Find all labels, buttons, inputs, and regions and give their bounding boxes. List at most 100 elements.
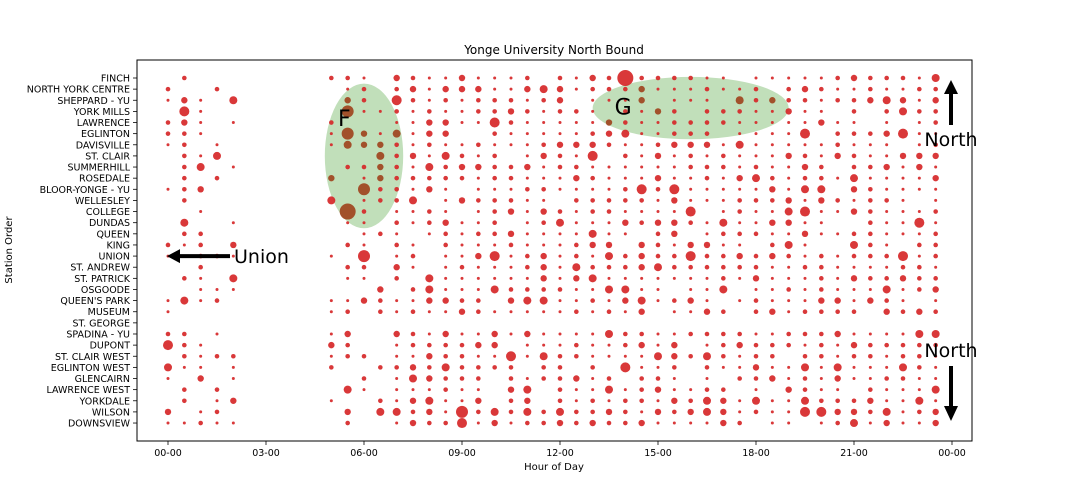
data-point [492, 175, 497, 181]
data-point [836, 232, 840, 236]
data-point [574, 109, 579, 114]
data-point [736, 252, 743, 260]
data-point [590, 198, 595, 203]
data-point [917, 342, 922, 348]
data-point [574, 309, 579, 315]
data-point [492, 153, 497, 159]
data-point [345, 75, 350, 81]
data-point [476, 97, 481, 103]
data-point [441, 151, 450, 160]
data-point [460, 121, 464, 125]
data-point [672, 165, 676, 169]
data-point [541, 187, 546, 192]
data-point [623, 153, 628, 159]
data-point [607, 98, 611, 102]
data-point [476, 231, 481, 237]
data-point [787, 399, 791, 403]
y-tick-label: SPADINA - YU [66, 329, 130, 340]
data-point [607, 221, 611, 225]
data-point [885, 176, 889, 180]
y-tick-label: QUEEN [96, 229, 130, 240]
data-point [525, 198, 529, 202]
data-point [339, 203, 356, 220]
data-point [475, 163, 482, 171]
data-point [199, 210, 203, 214]
data-point [229, 274, 238, 283]
data-point [476, 265, 480, 269]
data-point [343, 140, 352, 149]
data-point [885, 399, 889, 403]
data-point [540, 152, 547, 160]
data-point [214, 353, 220, 359]
y-tick-label: DOWNSVIEW [68, 419, 131, 430]
data-point [589, 419, 596, 427]
data-point [459, 153, 465, 159]
data-point [605, 119, 613, 126]
data-point [884, 298, 889, 303]
data-point [574, 187, 578, 191]
data-point [704, 109, 710, 114]
data-point [457, 418, 467, 429]
data-point [705, 187, 709, 191]
data-point [721, 353, 726, 359]
data-point [917, 121, 921, 125]
data-point [818, 197, 825, 204]
data-point [736, 341, 743, 349]
data-point [623, 120, 628, 125]
data-point [607, 176, 611, 180]
data-point [705, 276, 709, 280]
data-point [590, 209, 595, 214]
data-point [836, 276, 840, 280]
data-point [409, 397, 417, 404]
data-point [917, 176, 921, 180]
data-point [819, 154, 823, 158]
data-point [180, 296, 189, 305]
data-point [590, 175, 595, 181]
data-point [769, 97, 776, 104]
data-point [737, 231, 742, 237]
data-point [817, 185, 826, 194]
data-point [786, 342, 791, 348]
data-point [166, 143, 170, 147]
data-point [508, 409, 514, 415]
data-point [329, 299, 333, 303]
data-point [525, 354, 529, 358]
data-point [738, 354, 742, 358]
data-point [802, 264, 808, 270]
data-point [769, 252, 776, 260]
data-point [425, 285, 434, 294]
data-point [901, 232, 905, 236]
data-point [574, 76, 578, 80]
data-point [427, 388, 431, 392]
data-point [541, 97, 546, 103]
data-point [573, 275, 580, 282]
data-point [607, 354, 611, 358]
data-point [395, 210, 399, 214]
data-point [540, 252, 547, 260]
data-point [785, 197, 792, 204]
data-point [836, 388, 840, 392]
data-point [427, 220, 432, 225]
y-tick-label: QUEEN'S PARK [60, 296, 130, 307]
data-point [801, 230, 809, 238]
data-point [557, 353, 563, 359]
data-point [165, 86, 171, 92]
data-point [915, 396, 924, 405]
data-point [539, 85, 548, 94]
data-point [834, 297, 841, 304]
data-point [672, 409, 677, 415]
data-point [443, 97, 448, 103]
data-point [819, 264, 824, 270]
data-point [409, 152, 417, 160]
data-point [182, 276, 187, 281]
data-point [754, 287, 758, 291]
data-point [427, 142, 432, 148]
data-point [394, 365, 399, 370]
data-point [588, 274, 597, 283]
data-point [640, 165, 644, 169]
data-point [638, 264, 645, 271]
data-point [165, 331, 171, 337]
data-point [410, 331, 416, 337]
data-point [426, 119, 433, 126]
data-point [476, 332, 480, 336]
